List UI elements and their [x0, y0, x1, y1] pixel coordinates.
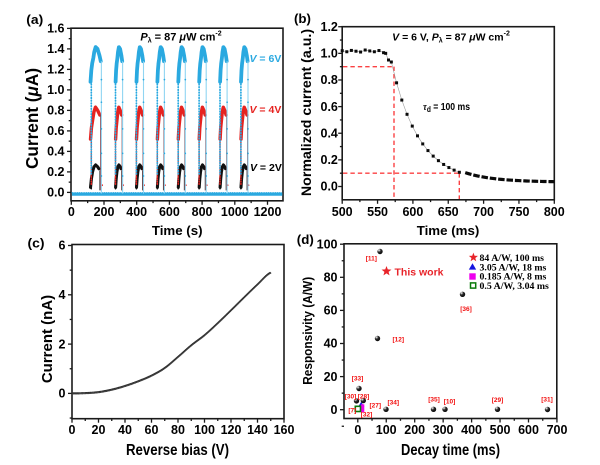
svg-text:800: 800	[544, 205, 565, 219]
svg-text:[27]: [27]	[370, 403, 382, 410]
svg-text:800: 800	[192, 205, 213, 219]
svg-text:600: 600	[518, 423, 539, 437]
svg-text:200: 200	[404, 423, 425, 437]
svg-text:0: 0	[59, 387, 66, 401]
svg-text:6: 6	[59, 239, 66, 253]
svg-text:80: 80	[171, 423, 185, 437]
svg-text:400: 400	[461, 423, 482, 437]
svg-text:V = 6V: V = 6V	[250, 53, 282, 65]
svg-text:[32]: [32]	[361, 412, 373, 419]
svg-text:[12]: [12]	[393, 337, 405, 344]
svg-text:[34]: [34]	[388, 400, 400, 407]
svg-text:500: 500	[332, 205, 353, 219]
svg-text:[28]: [28]	[358, 393, 370, 400]
svg-text:V = 6 V, Pλ = 87 μW cm-2: V = 6 V, Pλ = 87 μW cm-2	[392, 31, 510, 45]
svg-text:0.2: 0.2	[321, 153, 338, 167]
svg-text:(b): (b)	[294, 11, 311, 26]
svg-text:0: 0	[331, 403, 338, 417]
svg-text:750: 750	[509, 205, 530, 219]
svg-text:1.2: 1.2	[47, 63, 64, 77]
svg-text:0.6: 0.6	[47, 124, 64, 138]
svg-text:550: 550	[367, 205, 388, 219]
svg-text:[35]: [35]	[428, 397, 440, 404]
svg-text:2: 2	[59, 337, 66, 351]
svg-text:0.6: 0.6	[321, 100, 338, 114]
svg-text:0.5 A/W, 3.04 ms: 0.5 A/W, 3.04 ms	[480, 281, 550, 292]
svg-text:[33]: [33]	[352, 376, 364, 383]
svg-text:[10]: [10]	[444, 399, 456, 406]
svg-text:[11]: [11]	[366, 256, 377, 263]
svg-text:4: 4	[59, 288, 66, 302]
svg-text:1.0: 1.0	[321, 47, 338, 61]
svg-text:Reverse bias (V): Reverse bias (V)	[126, 442, 229, 459]
svg-text:0: 0	[69, 423, 76, 437]
svg-text:1.4: 1.4	[47, 42, 64, 56]
svg-text:650: 650	[438, 205, 459, 219]
svg-text:100: 100	[376, 423, 397, 437]
svg-text:84 A/W, 100 ms: 84 A/W, 100 ms	[480, 253, 545, 264]
svg-text:Pλ = 87 μW cm-2: Pλ = 87 μW cm-2	[140, 31, 221, 45]
svg-text:0.8: 0.8	[321, 73, 338, 87]
svg-text:600: 600	[159, 205, 180, 219]
svg-text:0.8: 0.8	[47, 104, 64, 118]
svg-text:[31]: [31]	[541, 397, 553, 404]
svg-text:400: 400	[126, 205, 147, 219]
svg-text:[7]: [7]	[348, 407, 356, 414]
svg-text:Responsivity (A/W): Responsivity (A/W)	[300, 277, 315, 385]
svg-text:0.185 A/W, 8 ms: 0.185 A/W, 8 ms	[480, 272, 547, 283]
svg-text:Current (nA): Current (nA)	[39, 295, 56, 383]
svg-text:600: 600	[402, 205, 423, 219]
svg-text:700: 700	[547, 423, 568, 437]
svg-text:Decay time (ms): Decay time (ms)	[401, 442, 500, 459]
svg-text:700: 700	[473, 205, 494, 219]
svg-text:0.0: 0.0	[321, 180, 338, 194]
svg-text:[36]: [36]	[460, 306, 472, 313]
svg-text:40: 40	[118, 423, 132, 437]
svg-text:60: 60	[145, 423, 159, 437]
svg-text:1000: 1000	[221, 205, 249, 219]
svg-text:Normalized current (a.u.): Normalized current (a.u.)	[299, 29, 315, 196]
svg-text:20: 20	[92, 423, 106, 437]
svg-text:[29]: [29]	[492, 397, 504, 404]
svg-text:100: 100	[194, 423, 215, 437]
svg-text:200: 200	[94, 205, 115, 219]
svg-text:Time (s): Time (s)	[152, 223, 203, 238]
svg-text:Current (μA): Current (μA)	[22, 68, 42, 169]
svg-text:0: 0	[354, 423, 361, 437]
svg-text:3.05 A/W, 18 ms: 3.05 A/W, 18 ms	[480, 262, 547, 273]
svg-text:60: 60	[324, 304, 338, 318]
svg-text:Time (ms): Time (ms)	[417, 223, 480, 238]
svg-text:1.0: 1.0	[47, 83, 64, 97]
svg-text:100: 100	[317, 237, 338, 251]
svg-text:V = 2V: V = 2V	[250, 162, 282, 174]
svg-text:500: 500	[490, 423, 511, 437]
svg-text:160: 160	[274, 423, 295, 437]
svg-text:0.4: 0.4	[47, 145, 64, 159]
svg-text:[30]: [30]	[345, 393, 357, 400]
svg-text:40: 40	[324, 337, 338, 351]
svg-text:0.4: 0.4	[321, 126, 338, 140]
svg-text:1.2: 1.2	[321, 20, 338, 34]
svg-text:20: 20	[324, 370, 338, 384]
svg-text:(c): (c)	[28, 236, 45, 251]
svg-text:1200: 1200	[254, 205, 282, 219]
svg-text:0.2: 0.2	[47, 165, 64, 179]
svg-text:140: 140	[247, 423, 268, 437]
svg-text:80: 80	[324, 271, 338, 285]
svg-text:0.0: 0.0	[47, 186, 64, 200]
svg-text:τd = 100 ms: τd = 100 ms	[423, 101, 470, 114]
svg-text:(a): (a)	[26, 12, 43, 27]
svg-text:300: 300	[433, 423, 454, 437]
svg-text:(d): (d)	[297, 232, 314, 247]
svg-text:1.6: 1.6	[47, 22, 64, 36]
svg-text:0: 0	[68, 205, 75, 219]
svg-text:V = 4V: V = 4V	[250, 104, 282, 116]
svg-text:This work: This work	[395, 267, 444, 279]
svg-text:120: 120	[221, 423, 242, 437]
